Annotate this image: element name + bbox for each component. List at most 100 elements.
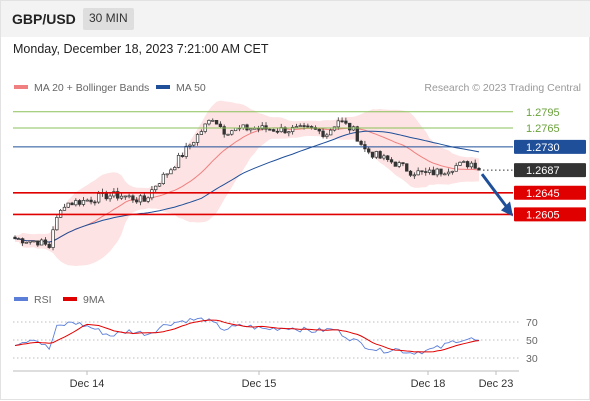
candle-body (435, 168, 439, 176)
candle-body (386, 155, 390, 160)
candle-body (271, 129, 276, 132)
candle-body (287, 131, 291, 134)
candle-body (401, 162, 405, 165)
candle-body (39, 239, 44, 246)
candle-body (116, 191, 120, 199)
candle-body (374, 151, 378, 158)
candle-body (298, 125, 302, 127)
candle-body (465, 161, 470, 168)
ma20-legend-label: MA 20 + Bollinger Bands (34, 82, 149, 94)
candle-body (230, 130, 234, 135)
candle-body (355, 126, 359, 142)
level-label-support: 1.2645 (526, 188, 560, 200)
rsi-legend-label: RSI (34, 294, 52, 306)
candle-body (439, 168, 443, 175)
candle-body (89, 199, 93, 203)
candle-body (112, 191, 116, 197)
candle-body (173, 167, 177, 171)
candle-body (378, 151, 382, 159)
candle-body (17, 238, 21, 240)
header-bar: GBP/USD 30 MIN (1, 1, 590, 37)
candle-body (214, 119, 219, 125)
candle-body (108, 195, 112, 200)
candle-body (51, 229, 55, 248)
candle-body (199, 131, 204, 135)
candle-body (93, 201, 97, 204)
candle-body (119, 195, 124, 199)
candle-body (397, 162, 401, 167)
candle-body (157, 183, 162, 187)
candle-body (317, 129, 321, 132)
ma9-legend-label: 9MA (83, 294, 105, 306)
candle-body (169, 169, 173, 175)
timeframe-button[interactable]: 30 MIN (83, 8, 134, 30)
candle-body (389, 159, 394, 163)
rsi-legend-swatch (14, 297, 28, 301)
candle-body (264, 125, 268, 130)
candle-body (473, 162, 477, 169)
candle-body (192, 142, 196, 146)
rsi-tick-label: 70 (526, 317, 538, 329)
candle-body (32, 240, 36, 243)
candle-body (344, 120, 348, 124)
candle-body (325, 134, 329, 137)
candle-body (367, 148, 371, 153)
candle-body (424, 171, 428, 173)
candle-body (176, 155, 181, 168)
candle-body (458, 161, 462, 166)
level-badge-support (514, 207, 586, 222)
candle-body (275, 130, 280, 133)
timestamp: Monday, December 18, 2023 7:21:00 AM CET (13, 42, 269, 56)
candle-body (85, 199, 89, 202)
candle-body (329, 129, 333, 136)
candle-body (211, 119, 215, 122)
ma50-legend-swatch (156, 85, 170, 89)
x-axis-ticks: Dec 14 Dec 15 Dec 18 Dec 23 (70, 371, 514, 390)
candle-body (412, 174, 416, 177)
level-badge-last (514, 163, 586, 178)
candle-body (336, 120, 340, 128)
candle-body (218, 123, 223, 127)
candle-body (348, 122, 352, 131)
candle-body (245, 124, 249, 131)
candle-body (454, 165, 458, 172)
candle-body (450, 170, 455, 173)
candle-body (180, 155, 184, 157)
candle-body (321, 130, 325, 137)
candle-body (70, 202, 74, 206)
ma20-legend-swatch (14, 85, 28, 89)
ma9-legend-swatch (63, 297, 77, 301)
level-label-last: 1.2687 (526, 165, 560, 177)
forecast-arrow-head (501, 201, 513, 217)
candle-body (359, 140, 363, 145)
candle-body (24, 241, 29, 244)
level-label-resistance: 1.2795 (526, 107, 560, 119)
rsi-plot: 70 50 30 (13, 317, 538, 365)
forecast-arrow-shaft (480, 173, 509, 209)
level-label-resistance: 1.2765 (526, 123, 560, 135)
candle-body (184, 145, 188, 157)
candle-body (310, 126, 314, 128)
candle-body (340, 120, 344, 123)
candle-body (268, 128, 272, 131)
candle-body (55, 217, 59, 231)
x-tick-label: Dec 15 (242, 378, 277, 390)
candle-body (416, 170, 420, 176)
x-tick-label: Dec 14 (70, 378, 105, 390)
candle-body (142, 195, 146, 202)
level-label-support: 1.2605 (526, 209, 560, 221)
bollinger-band (15, 100, 479, 266)
candle-body (78, 200, 82, 205)
ma50-line (14, 130, 480, 243)
symbol-title: GBP/USD (12, 11, 76, 27)
candle-body (370, 151, 375, 158)
x-tick-label: Dec 23 (479, 378, 514, 390)
candle-body (443, 173, 447, 176)
candle-body (302, 125, 306, 127)
credit-label: Research © 2023 Trading Central (424, 82, 581, 94)
candle-body (138, 195, 143, 203)
candles (13, 117, 481, 251)
candle-body (131, 195, 135, 201)
